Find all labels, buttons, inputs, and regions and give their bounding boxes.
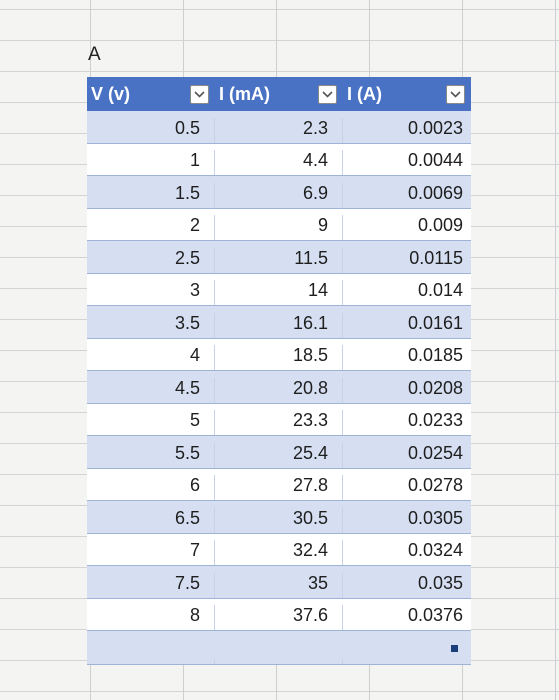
- header-cell-voltage[interactable]: V (v): [87, 84, 215, 105]
- table-cell-a[interactable]: 0.0185: [407, 345, 463, 365]
- table-header-row: V (v) I (mA) I (A): [87, 77, 471, 111]
- table-cell[interactable]: [215, 660, 343, 664]
- table-cell-v[interactable]: 1: [87, 150, 215, 175]
- table-cell-v[interactable]: 2.5: [87, 247, 215, 273]
- table-cell-v[interactable]: 5.5: [87, 442, 215, 468]
- table-row: 4 18.5 0.0185: [87, 338, 471, 371]
- table-cell-a[interactable]: 0.014: [417, 280, 463, 300]
- data-table: V (v) I (mA) I (A) 0.5 2.3 0.0023 1 4.4 0.004…: [87, 77, 471, 665]
- table-cell-a[interactable]: 0.0278: [407, 475, 463, 495]
- table-row: 8 37.6 0.0376: [87, 598, 471, 631]
- table-cell-ma[interactable]: 25.4: [215, 442, 343, 468]
- header-label-current-a: I (A): [347, 83, 382, 104]
- table-row: 6.5 30.5 0.0305: [87, 501, 471, 534]
- table-cell-ma[interactable]: 27.8: [215, 475, 343, 500]
- table-cell[interactable]: [343, 660, 471, 664]
- table-cell-v[interactable]: 6.5: [87, 507, 215, 533]
- table-cell-v[interactable]: 8: [87, 605, 215, 630]
- table-cell-v[interactable]: 7: [87, 540, 215, 565]
- filter-dropdown-current-ma[interactable]: [318, 84, 337, 104]
- filter-dropdown-current-a[interactable]: [446, 84, 465, 104]
- table-cell-a[interactable]: 0.035: [417, 572, 463, 593]
- table-cell-v[interactable]: 3: [87, 280, 215, 305]
- table-cell-ma[interactable]: 6.9: [215, 182, 343, 208]
- table-cell-ma[interactable]: 23.3: [215, 410, 343, 435]
- table-row: 6 27.8 0.0278: [87, 468, 471, 501]
- table-cell-ma[interactable]: 14: [215, 280, 343, 305]
- table-row: 3.5 16.1 0.0161: [87, 306, 471, 339]
- header-label-current-ma: I (mA): [219, 83, 270, 104]
- table-row: 2 9 0.009: [87, 208, 471, 241]
- table-row: 1 4.4 0.0044: [87, 143, 471, 176]
- table-cell-ma[interactable]: 9: [215, 215, 343, 240]
- table-cell-v[interactable]: 5: [87, 410, 215, 435]
- table-cell-v[interactable]: 4.5: [87, 377, 215, 403]
- table-cell-a[interactable]: 0.009: [417, 215, 463, 235]
- table-cell-ma[interactable]: 37.6: [215, 605, 343, 630]
- table-cell-a[interactable]: 0.0023: [407, 117, 463, 138]
- table-cell-ma[interactable]: 16.1: [215, 312, 343, 338]
- table-cell-ma[interactable]: 11.5: [215, 247, 343, 273]
- table-cell-a[interactable]: 0.0069: [407, 182, 463, 203]
- table-cell-a[interactable]: 0.0376: [407, 605, 463, 625]
- table-row: 5.5 25.4 0.0254: [87, 436, 471, 469]
- chevron-down-icon: [322, 90, 333, 98]
- table-row: 5 23.3 0.0233: [87, 403, 471, 436]
- table-row: 7.5 35 0.035: [87, 566, 471, 599]
- table-row: 2.5 11.5 0.0115: [87, 241, 471, 274]
- table-cell-ma[interactable]: 20.8: [215, 377, 343, 403]
- table-cell-v[interactable]: 6: [87, 475, 215, 500]
- header-cell-current-a[interactable]: I (A): [343, 84, 471, 105]
- filter-dropdown-voltage[interactable]: [190, 84, 209, 104]
- table-cell-a[interactable]: 0.0324: [407, 540, 463, 560]
- table-body: 0.5 2.3 0.0023 1 4.4 0.0044 1.5 6.9 0.0069 2 9 0.00…: [87, 111, 471, 631]
- table-cell-a[interactable]: 0.0161: [407, 312, 463, 333]
- table-resize-handle[interactable]: [451, 645, 458, 652]
- table-row: 4.5 20.8 0.0208: [87, 371, 471, 404]
- empty-table-row[interactable]: [87, 631, 471, 665]
- table-cell-v[interactable]: 7.5: [87, 572, 215, 598]
- table-row: 7 32.4 0.0324: [87, 533, 471, 566]
- table-cell-ma[interactable]: 32.4: [215, 540, 343, 565]
- table-row: 3 14 0.014: [87, 273, 471, 306]
- table-cell-a[interactable]: 0.0305: [407, 507, 463, 528]
- table-cell-a[interactable]: 0.0208: [407, 377, 463, 398]
- table-cell-ma[interactable]: 18.5: [215, 345, 343, 370]
- table-cell-ma[interactable]: 2.3: [215, 117, 343, 143]
- table-cell-ma[interactable]: 35: [215, 572, 343, 598]
- table-cell-a[interactable]: 0.0254: [407, 442, 463, 463]
- table-row: 0.5 2.3 0.0023: [87, 111, 471, 144]
- table-cell-a[interactable]: 0.0233: [407, 410, 463, 430]
- table-cell-a[interactable]: 0.0044: [407, 150, 463, 170]
- header-label-voltage: V (v): [91, 83, 131, 104]
- table-cell-ma[interactable]: 30.5: [215, 507, 343, 533]
- chevron-down-icon: [194, 90, 205, 98]
- header-cell-current-ma[interactable]: I (mA): [215, 84, 343, 105]
- table-cell-v[interactable]: 1.5: [87, 182, 215, 208]
- table-cell-v[interactable]: 2: [87, 215, 215, 240]
- table-row: 1.5 6.9 0.0069: [87, 176, 471, 209]
- cell-a-label: A: [88, 44, 101, 65]
- table-cell-v[interactable]: 0.5: [87, 117, 215, 143]
- chevron-down-icon: [450, 90, 461, 98]
- table-cell-v[interactable]: 4: [87, 345, 215, 370]
- table-cell-a[interactable]: 0.0115: [409, 247, 463, 268]
- table-cell-ma[interactable]: 4.4: [215, 150, 343, 175]
- table-cell[interactable]: [87, 660, 215, 664]
- table-cell-v[interactable]: 3.5: [87, 312, 215, 338]
